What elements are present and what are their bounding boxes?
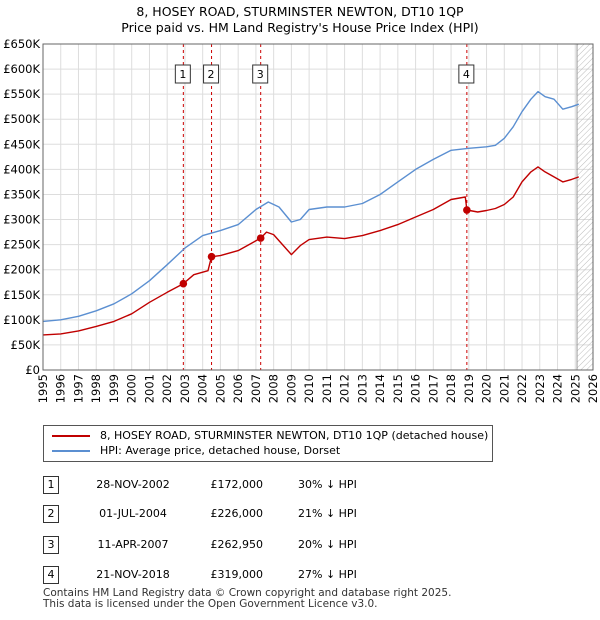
y-tick-label: £100K [3,313,40,327]
x-tick-label: 2012 [338,374,352,403]
sale-hpi-diff: 20% ↓ HPI [298,538,357,551]
x-tick-label: 2002 [160,374,174,403]
sale-number-badge: 2 [43,505,59,523]
sale-price: £226,000 [210,507,264,520]
sale-row: 3 11-APR-2007 £262,950 20% ↓ HPI [43,536,463,554]
x-tick-label: 2003 [178,374,192,403]
x-tick-label: 2019 [462,374,476,403]
x-tick-label: 2010 [302,374,316,403]
property-price-line [42,166,580,336]
sale-date: 28-NOV-2002 [96,478,170,491]
sale-price: £172,000 [210,478,264,491]
y-tick-label: £650K [3,37,40,51]
y-tick-label: £300K [3,213,40,227]
x-tick-label: 1995 [36,374,50,403]
sale-hpi-diff: 27% ↓ HPI [298,568,357,581]
y-tick-label: £350K [3,187,40,201]
y-tick-label: £50K [11,338,41,352]
y-tick-label: £550K [3,87,40,101]
sale-price: £262,950 [210,538,264,551]
footer-line1: Contains HM Land Registry data © Crown c… [43,587,452,599]
x-tick-label: 2018 [444,374,458,403]
sale-row: 4 21-NOV-2018 £319,000 27% ↓ HPI [43,566,463,584]
chart-title-line1: 8, HOSEY ROAD, STURMINSTER NEWTON, DT10 … [136,4,464,19]
y-tick-label: £250K [3,238,40,252]
sale-marker-number: 1 [179,68,186,81]
x-tick-label: 2017 [426,374,440,403]
sale-point [207,252,216,261]
plot-frame [42,43,594,371]
legend-label-property: 8, HOSEY ROAD, STURMINSTER NEWTON, DT10 … [100,429,489,442]
sale-date: 11-APR-2007 [97,538,169,551]
x-tick-label: 2006 [231,374,245,403]
y-tick-label: £500K [3,112,40,126]
legend-swatch-hpi [52,450,90,452]
sale-price: £319,000 [210,568,264,581]
sale-point [256,234,265,242]
sale-row: 2 01-JUL-2004 £226,000 21% ↓ HPI [43,505,463,523]
x-tick-label: 2011 [320,374,334,403]
sale-number-badge: 1 [43,476,59,494]
x-tick-label: 2013 [355,374,369,403]
sale-marker-box [252,64,269,84]
forecast-hatch-region [577,44,593,370]
sale-point [179,279,188,288]
x-tick-label: 2008 [267,374,281,403]
x-tick-label: 2024 [551,374,565,403]
sale-number-badge: 3 [43,536,59,554]
x-tick-label: 1998 [89,374,103,403]
x-tick-label: 2015 [391,374,405,403]
hpi-line [42,90,580,323]
footer-attribution: Contains HM Land Registry data © Crown c… [43,588,451,610]
x-tick-label: 2016 [409,374,423,403]
sale-date: 01-JUL-2004 [99,507,167,520]
sale-marker-label: 1 [174,64,191,84]
sale-marker-label: 3 [252,64,269,84]
x-tick-label: 2026 [586,374,600,403]
x-tick-label: 1997 [71,374,85,403]
x-tick-label: 2005 [213,374,227,403]
sale-marker-box [458,64,475,84]
sale-marker-label: 2 [203,64,220,84]
x-tick-label: 2025 [568,374,582,403]
legend-label-hpi: HPI: Average price, detached house, Dors… [100,444,341,457]
y-tick-label: £400K [3,162,40,176]
legend: 8, HOSEY ROAD, STURMINSTER NEWTON, DT10 … [43,425,493,462]
sale-marker-number: 3 [257,68,264,81]
x-tick-label: 2007 [249,374,263,403]
sale-marker-box [203,64,220,84]
sale-hpi-diff: 30% ↓ HPI [298,478,357,491]
x-tick-label: 2020 [480,374,494,403]
sale-marker-number: 4 [463,68,470,81]
chart-title-line2: Price paid vs. HM Land Registry's House … [121,20,479,35]
price-chart: 1 2 3 4 £0 £50K £100K £150K £200K £250K £300K £350… [3,37,600,403]
sale-hpi-diff: 21% ↓ HPI [298,507,357,520]
footer-line2: This data is licensed under the Open Gov… [43,598,378,610]
x-tick-label: 2000 [125,374,139,403]
x-tick-label: 2009 [284,374,298,403]
sale-date: 21-NOV-2018 [96,568,170,581]
x-tick-label: 1999 [107,374,121,403]
sale-marker-number: 2 [208,68,215,81]
sale-point [463,206,471,214]
y-tick-label: £150K [3,288,40,302]
x-tick-label: 2001 [142,374,156,403]
x-tick-label: 1996 [54,374,68,403]
x-tick-label: 2022 [515,374,529,403]
y-tick-label: £600K [3,62,40,76]
legend-swatch-property [52,435,90,437]
sale-row: 1 28-NOV-2002 £172,000 30% ↓ HPI [43,476,463,494]
x-tick-label: 2023 [533,374,547,403]
x-tick-label: 2014 [373,374,387,403]
sale-marker-box [174,64,191,84]
sale-marker-label: 4 [458,64,475,84]
y-tick-label: £0 [25,363,40,377]
sale-number-badge: 4 [43,566,59,584]
x-tick-label: 2021 [497,374,511,403]
y-tick-label: £200K [3,263,40,277]
y-tick-label: £450K [3,137,40,151]
x-tick-label: 2004 [196,374,210,403]
